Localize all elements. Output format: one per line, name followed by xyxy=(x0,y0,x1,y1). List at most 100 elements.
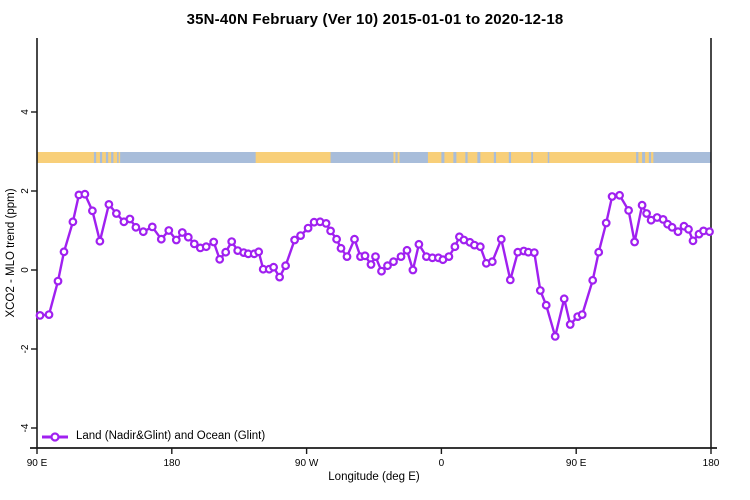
data-point-marker xyxy=(402,245,412,255)
data-point-marker xyxy=(221,247,231,257)
data-point-marker xyxy=(209,237,219,247)
data-point-marker xyxy=(550,332,560,341)
data-point-marker xyxy=(281,261,291,271)
data-point-marker xyxy=(171,235,181,245)
x-tick-label: 0 xyxy=(439,458,445,469)
land-strip-segment xyxy=(638,152,643,163)
data-point-marker xyxy=(336,243,346,253)
data-point-marker xyxy=(164,226,174,235)
data-point-marker xyxy=(80,189,90,199)
data-point-marker xyxy=(303,223,313,233)
data-point-marker xyxy=(68,217,78,227)
data-point-marker xyxy=(125,214,135,224)
ocean-speck xyxy=(477,152,481,163)
data-point-marker xyxy=(111,209,121,218)
y-tick-label: 2 xyxy=(20,188,31,194)
data-point-marker xyxy=(360,251,370,261)
data-point-marker xyxy=(215,254,225,264)
land-strip-segment xyxy=(393,152,396,163)
data-point-marker xyxy=(227,237,237,247)
data-point-marker xyxy=(35,311,45,320)
land-strip-segment xyxy=(651,152,654,163)
data-point-marker xyxy=(366,260,376,269)
data-point-marker xyxy=(642,209,651,218)
data-point-marker xyxy=(104,199,114,209)
data-point-marker xyxy=(138,227,148,237)
data-point-marker xyxy=(131,222,141,232)
ocean-strip xyxy=(37,152,711,163)
data-point-marker xyxy=(342,252,352,262)
land-strip-segment xyxy=(118,152,121,163)
ocean-speck xyxy=(508,152,512,163)
y-axis-label: XCO2 - MLO trend (ppm) xyxy=(5,188,17,318)
data-point-marker xyxy=(183,232,193,242)
data-point-marker xyxy=(444,252,454,262)
x-tick-label: 180 xyxy=(703,458,720,469)
data-point-marker xyxy=(541,300,551,310)
x-tick-label: 180 xyxy=(163,458,180,469)
data-point-marker xyxy=(254,247,264,257)
data-point-marker xyxy=(95,236,105,246)
data-point-marker xyxy=(377,266,386,276)
data-point-marker xyxy=(269,262,279,272)
data-point-marker xyxy=(156,234,166,244)
land-strip-segment xyxy=(255,152,331,163)
ocean-speck xyxy=(93,152,97,163)
legend-marker-sample xyxy=(50,432,60,442)
data-point-marker xyxy=(535,286,545,295)
data-point-marker xyxy=(201,242,211,252)
data-point-marker xyxy=(290,235,300,245)
y-tick-label: -4 xyxy=(20,423,31,432)
data-point-marker xyxy=(350,234,359,244)
data-point-marker xyxy=(565,320,575,329)
data-point-marker xyxy=(389,257,398,267)
data-point-marker xyxy=(688,236,698,246)
ocean-speck xyxy=(465,152,468,163)
x-axis-label: Longitude (deg E) xyxy=(328,471,420,483)
data-point-marker xyxy=(667,222,677,232)
data-point-marker xyxy=(53,276,63,286)
land-strip-segment xyxy=(113,152,118,163)
data-point-marker xyxy=(673,227,683,237)
data-point-marker xyxy=(87,206,97,216)
data-point-marker xyxy=(414,239,424,249)
ocean-speck xyxy=(441,152,445,163)
land-strip-segment xyxy=(645,152,649,163)
data-point-marker xyxy=(59,247,69,257)
legend-label: Land (Nadir&Glint) and Ocean (Glint) xyxy=(76,430,266,442)
data-point-marker xyxy=(559,294,569,304)
data-point-marker xyxy=(383,261,392,271)
data-point-marker xyxy=(615,190,624,200)
data-point-marker xyxy=(275,272,285,282)
data-point-marker xyxy=(630,237,639,247)
data-point-marker xyxy=(577,310,587,320)
data-point-marker xyxy=(529,248,539,258)
land-strip-segment xyxy=(108,152,112,163)
y-tick-label: -2 xyxy=(20,344,31,353)
data-point-marker xyxy=(601,218,611,228)
data-point-marker xyxy=(44,310,54,320)
land-strip-segment xyxy=(397,152,400,163)
data-point-marker xyxy=(637,200,647,210)
data-point-marker xyxy=(296,231,306,241)
data-point-marker xyxy=(705,227,714,237)
data-point-marker xyxy=(450,242,460,252)
chart-title: 35N-40N February (Ver 10) 2015-01-01 to … xyxy=(186,11,564,28)
x-tick-label: 90 E xyxy=(566,458,587,469)
data-point-marker xyxy=(594,247,604,257)
data-point-marker xyxy=(321,218,331,228)
data-point-marker xyxy=(588,275,598,285)
data-point-marker xyxy=(396,252,406,262)
ocean-speck xyxy=(531,152,534,163)
data-point-marker xyxy=(496,234,506,244)
y-tick-label: 4 xyxy=(20,109,31,115)
data-point-marker xyxy=(189,239,199,249)
data-point-marker xyxy=(475,242,485,252)
x-tick-label: 90 W xyxy=(295,458,319,469)
land-strip-segment xyxy=(37,152,106,163)
data-point-marker xyxy=(147,222,157,232)
data-point-marker xyxy=(371,252,380,262)
data-point-marker xyxy=(624,205,633,215)
